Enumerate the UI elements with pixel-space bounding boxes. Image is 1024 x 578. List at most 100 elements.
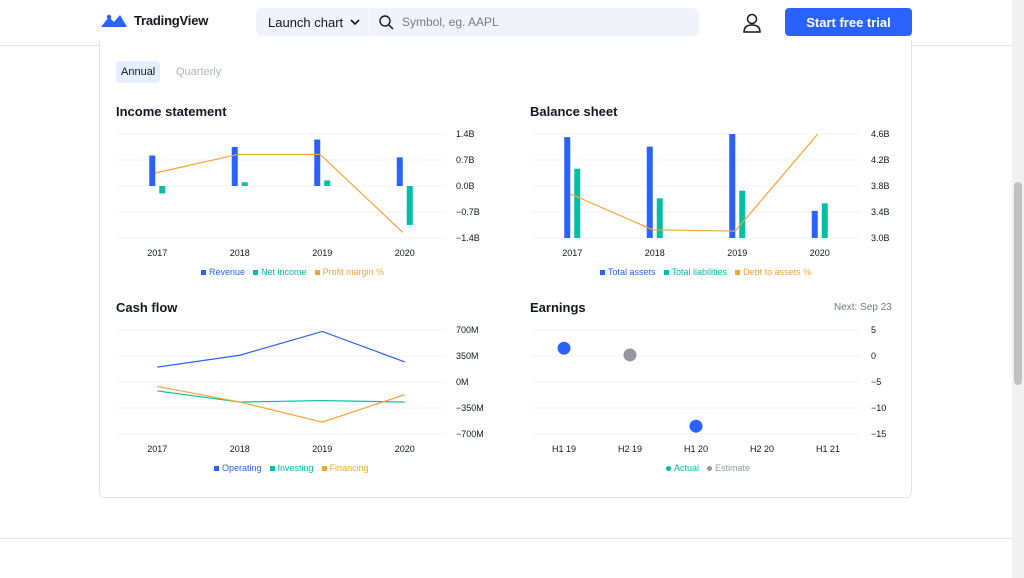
- search-input[interactable]: [400, 14, 684, 30]
- legend-label: Total liabilities: [671, 267, 728, 277]
- bar-total-assets-2017: [564, 137, 571, 238]
- legend-label: Total assets: [608, 267, 656, 277]
- income-legend: Revenue Net income Profit margin %: [201, 267, 384, 277]
- bar-revenue-2017: [149, 155, 156, 186]
- y-tick-label: 3.8B: [871, 181, 890, 191]
- legend-label: Actual: [674, 463, 700, 473]
- legend-label: Investing: [277, 463, 314, 473]
- bar-net-income-2018: [241, 182, 248, 186]
- bar-total-assets-2019: [729, 134, 736, 238]
- line-investing: [157, 390, 405, 403]
- bar-net-income-2020: [406, 186, 413, 225]
- income-statement-chart: 1.4B 0.7B 0.0B −0.7B −1.4B 2017 2018 2019 2020: [116, 129, 480, 258]
- legend-actual: Actual: [666, 463, 699, 473]
- line-financing: [157, 385, 405, 423]
- bar-revenue-2020: [396, 157, 403, 186]
- x-tick-label: H1 21: [816, 444, 840, 454]
- legend-investing: Investing: [269, 463, 314, 473]
- footer-divider: [0, 538, 1012, 539]
- bar-total-liabilities-2019: [739, 190, 746, 238]
- line-profit-margin-: [155, 153, 404, 233]
- tradingview-logo-icon: [101, 14, 127, 27]
- x-tick-label: 2020: [810, 248, 830, 258]
- x-tick-label: 2017: [147, 444, 167, 454]
- y-tick-label: 0: [871, 351, 876, 361]
- tradingview-logo[interactable]: TradingView: [100, 12, 208, 28]
- legend-label: Debt to assets %: [743, 267, 812, 277]
- point-estimate-H2-19: [623, 348, 637, 362]
- point-actual-H1-20: [689, 419, 703, 433]
- legend-estimate: Estimate: [707, 463, 750, 473]
- earnings-chart: 5 0 −5 −10 −15 H1 19 H2 19 H1 20 H2 20 H1 21: [531, 325, 886, 454]
- x-tick-label: 2017: [562, 248, 582, 258]
- x-tick-label: H2 19: [618, 444, 642, 454]
- line-operating: [157, 330, 405, 368]
- bar-net-income-2019: [324, 180, 331, 186]
- x-tick-label: 2020: [395, 444, 415, 454]
- x-tick-label: 2017: [147, 248, 167, 258]
- logo-text: TradingView: [134, 12, 209, 28]
- legend-operating: Operating: [214, 463, 262, 473]
- bar-total-liabilities-2017: [574, 168, 581, 238]
- x-tick-label: H2 20: [750, 444, 774, 454]
- legend-label: Net income: [261, 267, 307, 277]
- y-tick-label: 3.0B: [871, 233, 890, 243]
- y-tick-label: −1.4B: [456, 233, 480, 243]
- line-debt-to-assets-: [570, 133, 819, 232]
- income-statement-title: Income statement: [116, 104, 227, 119]
- y-tick-label: 0M: [456, 377, 469, 387]
- y-tick-label: −0.7B: [456, 207, 480, 217]
- bar-total-liabilities-2020: [821, 203, 828, 238]
- start-free-trial-button[interactable]: Start free trial: [785, 8, 912, 36]
- financials-card: [99, 40, 912, 498]
- y-tick-label: 4.6B: [871, 129, 890, 139]
- bar-total-assets-2018: [646, 146, 653, 238]
- y-tick-label: 5: [871, 325, 876, 335]
- legend-profit-margin: Profit margin %: [314, 267, 384, 277]
- legend-financing: Financing: [321, 463, 369, 473]
- y-tick-label: 0.7B: [456, 155, 475, 165]
- search-icon: [379, 15, 394, 30]
- y-tick-label: 3.4B: [871, 207, 890, 217]
- bar-revenue-2019: [314, 139, 321, 186]
- chevron-down-icon: [350, 19, 360, 26]
- scrollbar-thumb[interactable]: [1014, 182, 1022, 385]
- legend-net-income: Net income: [253, 267, 307, 277]
- legend-label: Financing: [329, 463, 369, 473]
- bar-total-liabilities-2018: [656, 198, 663, 238]
- earnings-legend: Actual Estimate: [666, 463, 750, 473]
- period-annual-tab[interactable]: Annual: [116, 61, 161, 83]
- y-tick-label: 0.0B: [456, 181, 475, 191]
- page-scrollbar[interactable]: [1012, 0, 1024, 578]
- x-tick-label: 2019: [312, 444, 332, 454]
- legend-label: Estimate: [715, 463, 751, 473]
- balance-sheet-chart: 4.6B 4.2B 3.8B 3.4B 3.0B 2017 2018 2019 2020: [531, 129, 890, 258]
- bar-net-income-2017: [159, 186, 166, 194]
- y-tick-label: 1.4B: [456, 129, 475, 139]
- period-quarterly-tab[interactable]: Quarterly: [176, 66, 222, 78]
- bar-total-assets-2020: [811, 210, 818, 238]
- legend-label: Operating: [222, 463, 262, 473]
- legend-total-assets: Total assets: [600, 267, 656, 277]
- cash-flow-chart: 700M 350M 0M −350M −700M 2017 2018 2019 2020: [116, 325, 484, 454]
- x-tick-label: 2018: [230, 444, 250, 454]
- launch-chart-button[interactable]: Launch chart: [256, 8, 369, 36]
- y-tick-label: 350M: [456, 351, 479, 361]
- y-tick-label: −10: [871, 403, 886, 413]
- balance-sheet-title: Balance sheet: [530, 104, 618, 119]
- y-tick-label: −350M: [456, 403, 484, 413]
- cashflow-legend: Operating Investing Financing: [214, 463, 369, 473]
- legend-total-liabilities: Total liabilities: [663, 267, 728, 277]
- x-tick-label: 2020: [395, 248, 415, 258]
- y-tick-label: −700M: [456, 429, 484, 439]
- symbol-search[interactable]: [370, 8, 699, 36]
- cash-flow-title: Cash flow: [116, 300, 178, 315]
- x-tick-label: 2018: [230, 248, 250, 258]
- y-tick-label: −15: [871, 429, 886, 439]
- x-tick-label: H1 19: [552, 444, 576, 454]
- bar-revenue-2018: [231, 147, 238, 186]
- balance-legend: Total assets Total liabilities Debt to a…: [600, 267, 811, 277]
- user-icon[interactable]: [741, 12, 763, 34]
- y-tick-label: 700M: [456, 325, 479, 335]
- y-tick-label: −5: [871, 377, 881, 387]
